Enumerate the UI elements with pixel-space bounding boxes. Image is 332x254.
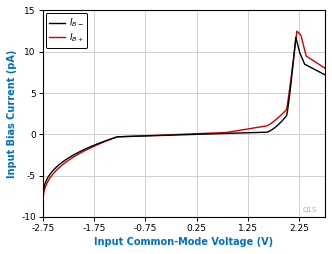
- $I_{B-}$: [294, 36, 298, 39]
- $I_{B+}$: [149, 134, 153, 137]
- X-axis label: Input Common-Mode Voltage (V): Input Common-Mode Voltage (V): [94, 237, 274, 247]
- Line: $I_{B-}$: $I_{B-}$: [43, 38, 325, 200]
- $I_{B-}$: [323, 73, 327, 76]
- $I_{B-}$: [287, 98, 291, 101]
- $I_{B+}$: [161, 134, 165, 137]
- Y-axis label: Input Bias Current (pA): Input Bias Current (pA): [7, 50, 17, 178]
- $I_{B+}$: [318, 63, 322, 66]
- Line: $I_{B+}$: $I_{B+}$: [43, 31, 325, 204]
- $I_{B+}$: [287, 91, 291, 94]
- $I_{B+}$: [90, 146, 94, 149]
- $I_{B+}$: [323, 67, 327, 70]
- Legend: $I_{B-}$, $I_{B+}$: $I_{B-}$, $I_{B+}$: [45, 13, 87, 48]
- $I_{B+}$: [41, 203, 45, 206]
- $I_{B+}$: [295, 30, 299, 33]
- $I_{B-}$: [161, 134, 165, 137]
- $I_{B+}$: [73, 155, 77, 158]
- $I_{B-}$: [90, 145, 94, 148]
- $I_{B-}$: [73, 153, 77, 156]
- $I_{B-}$: [41, 199, 45, 202]
- Text: Q1S: Q1S: [302, 207, 317, 213]
- $I_{B-}$: [318, 71, 322, 74]
- $I_{B-}$: [149, 134, 153, 137]
